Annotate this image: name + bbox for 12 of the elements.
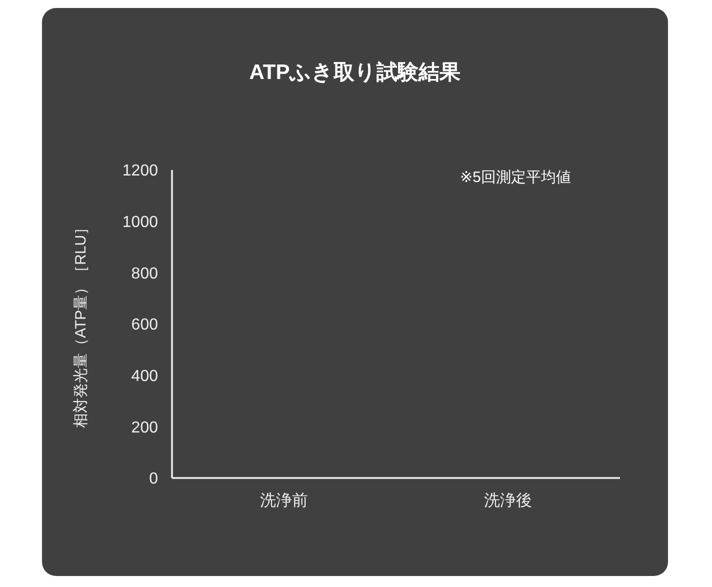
y-tick-label: 800 [131,265,158,282]
chart-title: ATPふき取り試験結果 [248,60,462,86]
y-axis-title: 相対発光量（ATP量）［RLU］ [72,220,90,428]
y-tick-label: 1200 [122,162,158,180]
y-tick-label: 1000 [122,214,158,232]
x-tick-label: 洗浄後 [484,491,532,510]
y-tick-label: 0 [149,470,158,488]
y-tick-label: 600 [131,316,158,334]
x-tick-label: 洗浄前 [260,491,308,510]
y-tick-label: 200 [131,419,158,436]
y-tick-label: 400 [131,368,158,386]
annotation: ※5回測定平均値 [460,168,571,187]
